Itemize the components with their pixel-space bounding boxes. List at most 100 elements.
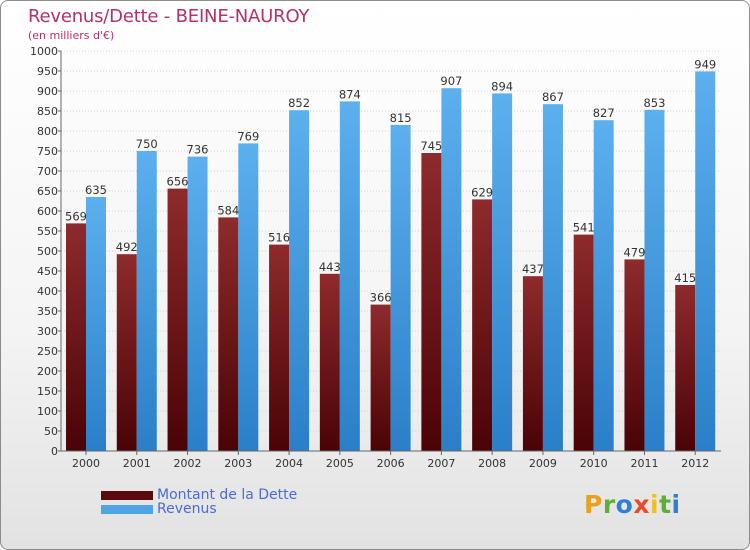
value-label-revenus: 769: [237, 129, 259, 143]
value-label-dette: 479: [623, 245, 645, 259]
value-label-revenus: 635: [85, 183, 107, 197]
value-label-revenus: 750: [136, 137, 158, 151]
x-tick-label: 2005: [326, 457, 354, 470]
legend-swatch-dette: [101, 491, 153, 500]
x-tick-label: 2010: [580, 457, 608, 470]
bar-dette: [66, 223, 86, 451]
x-tick-label: 2008: [478, 457, 506, 470]
chart-title: Revenus/Dette - BEINE-NAUROY: [28, 6, 310, 27]
value-label-revenus: 949: [694, 57, 716, 71]
x-tick-label: 2002: [174, 457, 202, 470]
bar-dette: [675, 285, 696, 451]
logo-letter: x: [633, 490, 650, 519]
bar-revenus: [542, 104, 563, 451]
logo-letter: t: [659, 490, 672, 519]
x-tick-label: 2007: [427, 457, 455, 470]
bar-dette: [116, 254, 137, 451]
value-label-dette: 569: [65, 209, 87, 223]
value-label-dette: 492: [116, 240, 138, 254]
x-tick-label: 2012: [681, 457, 709, 470]
bar-revenus: [390, 125, 411, 451]
y-tick-label: 150: [37, 385, 58, 398]
logo-letter: i: [650, 490, 660, 519]
bar-dette: [522, 276, 543, 451]
bar-dette: [573, 234, 594, 451]
x-tick-label: 2001: [123, 457, 151, 470]
bar-revenus: [289, 110, 310, 451]
bar-dette: [319, 273, 340, 451]
value-label-dette: 443: [319, 260, 341, 274]
bar-dette: [624, 259, 645, 451]
x-tick-label: 2004: [275, 457, 303, 470]
y-tick-label: 200: [37, 365, 58, 378]
y-tick-label: 250: [37, 345, 58, 358]
y-tick-label: 850: [37, 105, 58, 118]
y-tick-label: 800: [37, 125, 58, 138]
value-label-revenus: 827: [593, 106, 615, 120]
value-label-dette: 437: [522, 262, 544, 276]
value-label-revenus: 736: [187, 143, 209, 157]
bar-revenus: [339, 101, 360, 452]
y-tick-label: 750: [37, 145, 58, 158]
value-label-dette: 745: [420, 139, 442, 153]
value-label-revenus: 874: [339, 87, 361, 101]
y-tick-label: 450: [37, 265, 58, 278]
value-label-revenus: 853: [643, 96, 665, 110]
x-tick-label: 2011: [630, 457, 658, 470]
value-label-revenus: 894: [491, 79, 513, 93]
logo-letter: P: [584, 490, 603, 519]
bar-dette: [218, 217, 239, 451]
value-label-dette: 629: [471, 185, 493, 199]
x-tick-label: 2000: [72, 457, 100, 470]
value-label-dette: 366: [370, 291, 392, 305]
y-tick-label: 350: [37, 305, 58, 318]
legend-label-revenus: Revenus: [157, 501, 217, 517]
value-label-revenus: 815: [390, 111, 412, 125]
y-tick-label: 650: [37, 185, 58, 198]
bar-revenus: [593, 120, 614, 451]
bar-dette: [472, 199, 493, 451]
bar-revenus: [441, 88, 462, 451]
bar-revenus: [492, 93, 513, 452]
bar-revenus: [86, 197, 106, 451]
value-label-dette: 516: [268, 231, 290, 245]
bar-dette: [269, 244, 290, 451]
y-tick-label: 300: [37, 325, 58, 338]
bar-revenus: [695, 71, 716, 452]
y-tick-label: 0: [51, 445, 58, 458]
legend-label-dette: Montant de la Dette: [157, 487, 298, 503]
bar-revenus: [187, 156, 208, 451]
logo-letter: i: [671, 490, 681, 519]
bar-revenus: [136, 151, 157, 451]
y-tick-label: 400: [37, 285, 58, 298]
value-label-revenus: 852: [288, 96, 310, 110]
value-label-revenus: 867: [542, 90, 564, 104]
bar-revenus: [644, 109, 665, 452]
value-label-revenus: 907: [440, 74, 462, 88]
proxiti-logo: Proxiti: [584, 490, 681, 519]
value-label-dette: 541: [573, 221, 595, 235]
y-tick-label: 500: [37, 245, 58, 258]
x-tick-label: 2009: [529, 457, 557, 470]
y-tick-label: 550: [37, 225, 58, 238]
value-label-dette: 415: [674, 271, 696, 285]
x-tick-label: 2006: [377, 457, 405, 470]
bar-dette: [370, 304, 391, 451]
legend-swatch-revenus: [101, 505, 153, 514]
y-tick-label: 950: [37, 65, 58, 78]
chart-subtitle: (en milliers d'€): [28, 29, 115, 42]
y-tick-label: 600: [37, 205, 58, 218]
y-tick-label: 100: [37, 405, 58, 418]
y-tick-label: 50: [44, 425, 58, 438]
bar-dette: [421, 153, 442, 451]
y-tick-label: 700: [37, 165, 58, 178]
bar-revenus: [238, 143, 259, 451]
bar-dette: [167, 188, 188, 451]
x-tick-label: 2003: [224, 457, 252, 470]
logo-letter: r: [602, 490, 616, 519]
y-tick-label: 1000: [30, 45, 58, 58]
value-label-dette: 656: [167, 175, 189, 189]
logo-letter: o: [615, 490, 634, 519]
